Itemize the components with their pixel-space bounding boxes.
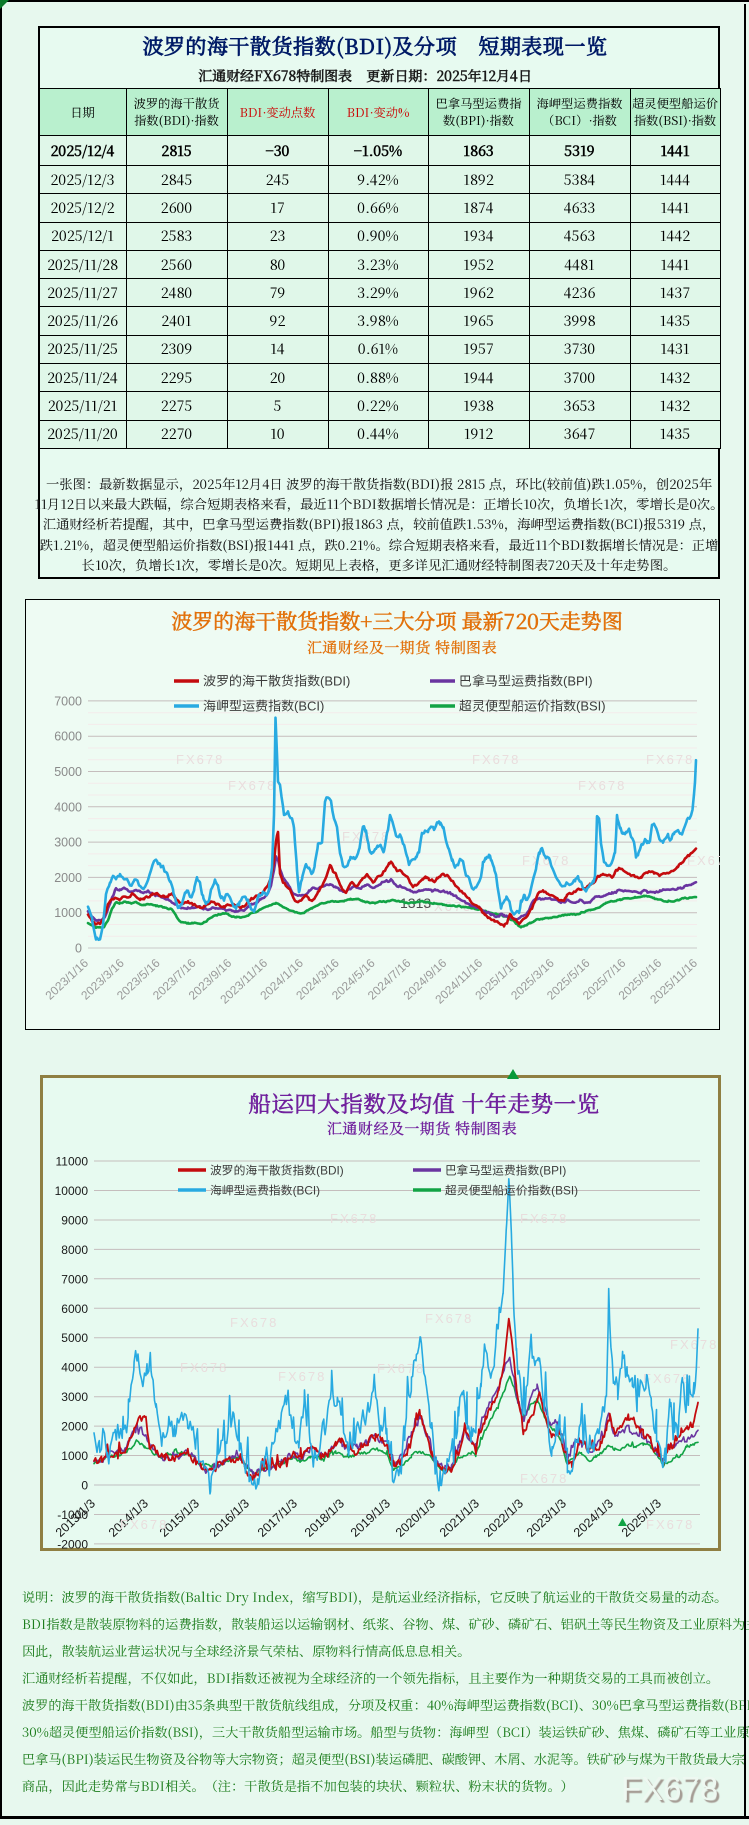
svg-text:FX678: FX678 [520,1471,568,1486]
svg-text:11000: 11000 [56,1155,89,1169]
svg-text:1000: 1000 [54,906,82,920]
svg-text:FX678: FX678 [278,1369,326,1384]
svg-text:2023/1/3: 2023/1/3 [524,1496,569,1539]
svg-text:7000: 7000 [54,694,82,708]
svg-text:8000: 8000 [61,1243,88,1257]
svg-text:FX678: FX678 [176,752,224,767]
svg-text:6000: 6000 [54,730,82,744]
svg-text:FX678: FX678 [228,778,276,793]
svg-text:2020/1/3: 2020/1/3 [393,1496,438,1539]
svg-text:2018/1/3: 2018/1/3 [302,1496,347,1539]
svg-text:FX678: FX678 [670,1337,718,1352]
svg-text:FX678: FX678 [180,1360,228,1375]
svg-text:9000: 9000 [61,1214,88,1228]
svg-text:3000: 3000 [61,1390,88,1404]
svg-text:海岬型运费指数(BCI): 海岬型运费指数(BCI) [210,1182,320,1199]
svg-text:FX678: FX678 [425,1311,473,1326]
svg-text:FX678: FX678 [377,1361,425,1376]
svg-text:FX678: FX678 [330,1211,378,1226]
svg-text:FX678: FX678 [472,752,520,767]
svg-text:FX678: FX678 [342,829,390,844]
svg-text:FX678: FX678 [578,778,626,793]
svg-text:波罗的海干散货指数(BDI): 波罗的海干散货指数(BDI) [203,671,350,690]
svg-text:巴拿马型运费指数(BPI): 巴拿马型运费指数(BPI) [459,671,593,690]
svg-text:2017/1/3: 2017/1/3 [255,1496,300,1539]
svg-text:FX678: FX678 [687,853,720,868]
svg-text:2000: 2000 [61,1420,88,1434]
svg-text:-1000: -1000 [57,1508,88,1522]
svg-text:-2000: -2000 [57,1537,88,1551]
svg-text:2019/1/3: 2019/1/3 [348,1496,393,1539]
svg-text:2000: 2000 [54,871,82,885]
svg-text:FX678: FX678 [646,752,694,767]
svg-text:3000: 3000 [54,836,82,850]
svg-text:0: 0 [81,1479,88,1493]
svg-text:1000: 1000 [61,1449,88,1463]
svg-text:FX678: FX678 [522,853,570,868]
svg-text:7000: 7000 [61,1272,88,1286]
svg-text:海岬型运费指数(BCI): 海岬型运费指数(BCI) [203,696,324,715]
svg-text:2024/1/3: 2024/1/3 [571,1496,616,1539]
svg-text:FX678: FX678 [230,1315,278,1330]
svg-text:波罗的海干散货指数(BDI): 波罗的海干散货指数(BDI) [210,1162,344,1179]
svg-text:4000: 4000 [54,800,82,814]
svg-text:超灵便型船运价指数(BSI): 超灵便型船运价指数(BSI) [445,1182,578,1199]
svg-text:FX678: FX678 [646,1517,694,1532]
svg-text:5000: 5000 [54,765,82,779]
svg-text:巴拿马型运费指数(BPI): 巴拿马型运费指数(BPI) [445,1162,566,1179]
svg-text:FX678: FX678 [120,1517,168,1532]
svg-text:超灵便型船运价指数(BSI): 超灵便型船运价指数(BSI) [459,696,606,715]
svg-text:5000: 5000 [61,1331,88,1345]
svg-text:FX678: FX678 [520,1211,568,1226]
svg-text:FX678: FX678 [643,1371,691,1386]
svg-text:2021/1/3: 2021/1/3 [437,1496,482,1539]
svg-text:10000: 10000 [55,1184,89,1198]
svg-text:6000: 6000 [61,1302,88,1316]
svg-text:0: 0 [75,942,82,956]
svg-text:2016/1/3: 2016/1/3 [207,1496,252,1539]
svg-text:4000: 4000 [61,1361,88,1375]
svg-text:2022/1/3: 2022/1/3 [481,1496,526,1539]
